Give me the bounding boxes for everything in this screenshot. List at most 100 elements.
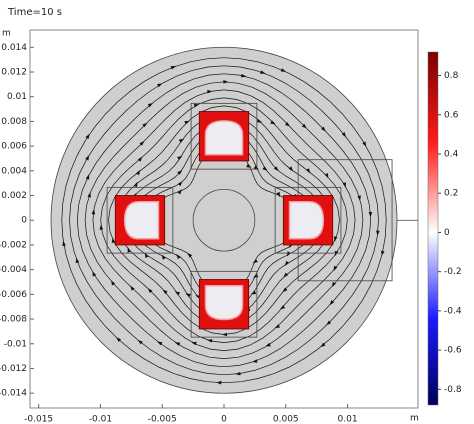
flow-arrow bbox=[285, 122, 291, 127]
flow-arrow bbox=[85, 133, 90, 139]
center-core bbox=[192, 188, 256, 252]
flow-arrow bbox=[341, 132, 347, 138]
flow-arrow bbox=[184, 121, 190, 125]
y-tick-label: -0.008 bbox=[0, 315, 27, 325]
flow-arrow bbox=[320, 342, 326, 348]
flow-arrow bbox=[91, 209, 96, 215]
y-tick-label: 0.008 bbox=[1, 117, 27, 127]
flow-arrow bbox=[273, 166, 279, 172]
streamline bbox=[84, 81, 364, 359]
flow-arrow bbox=[207, 89, 213, 94]
flow-arrow bbox=[250, 290, 257, 295]
flow-arrow bbox=[274, 324, 280, 329]
flow-arrow bbox=[329, 300, 335, 306]
y-unit: m bbox=[2, 29, 11, 39]
coil-box bbox=[190, 270, 258, 338]
flow-arrow bbox=[333, 265, 338, 272]
x-tick-label: -0.015 bbox=[24, 415, 53, 424]
flow-arrow bbox=[324, 173, 329, 179]
coil-box bbox=[106, 186, 174, 254]
flow-arrow bbox=[282, 287, 288, 293]
y-tick-label: -0.004 bbox=[0, 265, 27, 275]
colorbar-tick-label: -0.8 bbox=[444, 385, 462, 395]
chart-title: Time=10 s bbox=[7, 7, 62, 18]
x-tick-label: 0 bbox=[221, 415, 227, 424]
flow-arrow bbox=[92, 271, 97, 277]
flow-arrow bbox=[135, 169, 140, 176]
flow-arrow bbox=[178, 138, 185, 143]
y-tick-label: -0.002 bbox=[0, 240, 27, 250]
flow-arrow bbox=[333, 236, 338, 242]
colorbar-tick-label: 0.2 bbox=[444, 189, 458, 199]
y-tick-label: 0.004 bbox=[1, 166, 27, 176]
coil-core bbox=[204, 120, 244, 156]
flow-arrow bbox=[111, 237, 116, 243]
flow-arrow bbox=[279, 305, 286, 310]
flow-arrow bbox=[177, 181, 183, 187]
flow-arrow bbox=[75, 257, 80, 264]
x-tick-label: 0.005 bbox=[273, 415, 299, 424]
flow-arrow bbox=[187, 252, 193, 258]
flow-arrow bbox=[362, 141, 367, 147]
colorbar-tick-label: -0.6 bbox=[444, 346, 462, 356]
coil bbox=[190, 270, 258, 338]
flow-arrow bbox=[305, 168, 310, 174]
flow-arrow bbox=[276, 191, 281, 198]
streamline bbox=[76, 73, 372, 368]
flow-arrow bbox=[252, 359, 258, 363]
flow-arrow bbox=[288, 166, 294, 172]
flow-arrow bbox=[270, 120, 276, 125]
flow-arrow bbox=[144, 252, 149, 258]
colorbar-tick-label: 0.4 bbox=[444, 149, 459, 159]
y-tick-label: -0.012 bbox=[0, 364, 27, 374]
flow-arrow bbox=[321, 126, 326, 132]
colorbar-tick-label: 0.6 bbox=[444, 110, 459, 120]
flow-arrow bbox=[147, 103, 153, 108]
flow-arrow bbox=[116, 337, 122, 342]
flow-arrow bbox=[222, 332, 227, 337]
coil-core bbox=[204, 284, 244, 321]
coil-core bbox=[288, 200, 325, 240]
y-tick-label: 0.014 bbox=[1, 43, 27, 53]
coil-core bbox=[123, 200, 160, 240]
flow-arrow bbox=[223, 80, 229, 84]
flow-arrow bbox=[137, 340, 143, 345]
flow-arrow bbox=[191, 341, 197, 346]
flow-arrow bbox=[177, 170, 183, 175]
coil bbox=[106, 186, 174, 254]
streamline bbox=[92, 89, 356, 351]
flow-arrow bbox=[142, 122, 148, 128]
colorbar-tick-label: 0 bbox=[444, 228, 450, 238]
x-tick-label: 0.01 bbox=[338, 415, 358, 424]
flow-arrow bbox=[342, 182, 347, 188]
x-tick-label: -0.005 bbox=[148, 415, 177, 424]
flow-arrow bbox=[260, 70, 266, 74]
flow-arrow bbox=[286, 251, 291, 257]
flow-arrow bbox=[252, 259, 258, 264]
flow-arrow bbox=[331, 281, 336, 288]
streamline bbox=[108, 105, 340, 335]
coil-box bbox=[274, 186, 342, 254]
flow-arrow bbox=[161, 254, 166, 260]
x-tick-label: -0.01 bbox=[89, 415, 112, 424]
flow-arrow bbox=[127, 247, 131, 253]
y-tick-label: -0.014 bbox=[0, 389, 27, 399]
flow-arrow bbox=[87, 192, 91, 198]
flow-arrow bbox=[256, 118, 263, 123]
flow-arrow bbox=[246, 163, 252, 168]
y-tick-label: -0.006 bbox=[0, 290, 27, 300]
flow-arrow bbox=[376, 230, 380, 236]
y-tick-label: -0.01 bbox=[4, 339, 27, 349]
flow-arrow bbox=[130, 285, 135, 291]
flow-arrow bbox=[176, 254, 181, 260]
flow-arrow bbox=[381, 250, 385, 256]
flow-arrow bbox=[265, 342, 271, 347]
flow-arrow bbox=[262, 166, 268, 171]
streamline bbox=[61, 57, 387, 384]
flow-arrow bbox=[368, 212, 373, 218]
streamline bbox=[100, 97, 348, 343]
flow-arrow bbox=[207, 338, 213, 343]
flow-arrow bbox=[147, 288, 153, 294]
plot-area bbox=[50, 46, 418, 394]
